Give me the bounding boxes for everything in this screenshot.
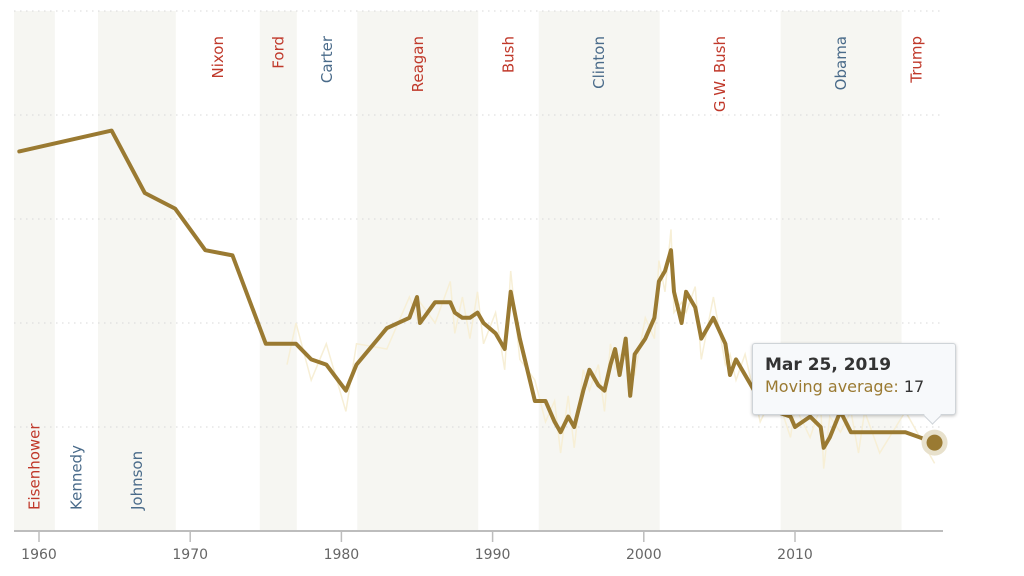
presidency-label: Trump xyxy=(908,36,926,84)
presidency-label: Ford xyxy=(269,36,287,69)
x-tick-label: 2000 xyxy=(626,547,662,563)
x-tick-label: 1960 xyxy=(21,547,57,563)
tooltip-label: Moving average: xyxy=(765,377,899,396)
highlight-point xyxy=(926,434,943,451)
presidency-label: G.W. Bush xyxy=(711,36,729,112)
presidency-label: Bush xyxy=(499,36,517,73)
highlight-point-group xyxy=(921,429,948,456)
presidency-labels: Eisenhower Kennedy Johnson Nixon Ford Carter R… xyxy=(25,35,925,511)
presidency-label: Nixon xyxy=(209,36,227,79)
x-tick-label: 2010 xyxy=(777,547,813,563)
tooltip-date: Mar 25, 2019 xyxy=(765,355,892,375)
tooltip-value: 17 xyxy=(903,377,925,396)
x-tick-label: 1970 xyxy=(172,547,208,563)
presidency-label: Obama xyxy=(832,36,850,90)
presidency-label: Johnson xyxy=(128,451,146,511)
presidency-label: Eisenhower xyxy=(25,423,43,510)
tooltip-value-line: Moving average: 17 xyxy=(765,376,943,398)
x-axis: 1960 1970 1980 1990 2000 2010 xyxy=(14,530,943,563)
presidency-band xyxy=(97,11,176,531)
presidency-label: Carter xyxy=(318,35,336,83)
presidency-bands xyxy=(14,11,902,531)
presidency-band xyxy=(14,11,55,531)
tooltip: Mar 25, 2019 Moving average: 17 xyxy=(752,343,956,425)
x-tick-label: 1980 xyxy=(324,547,360,563)
x-tick-label: 1990 xyxy=(475,547,511,563)
presidency-band xyxy=(780,11,902,531)
presidency-band xyxy=(357,11,479,531)
presidency-label: Reagan xyxy=(409,36,427,92)
moving-average-line xyxy=(17,128,937,450)
moving-average-series xyxy=(17,128,937,450)
gridlines xyxy=(14,10,943,428)
presidency-label: Clinton xyxy=(590,36,608,89)
presidency-band xyxy=(259,11,297,531)
presidency-label: Kennedy xyxy=(67,445,85,510)
